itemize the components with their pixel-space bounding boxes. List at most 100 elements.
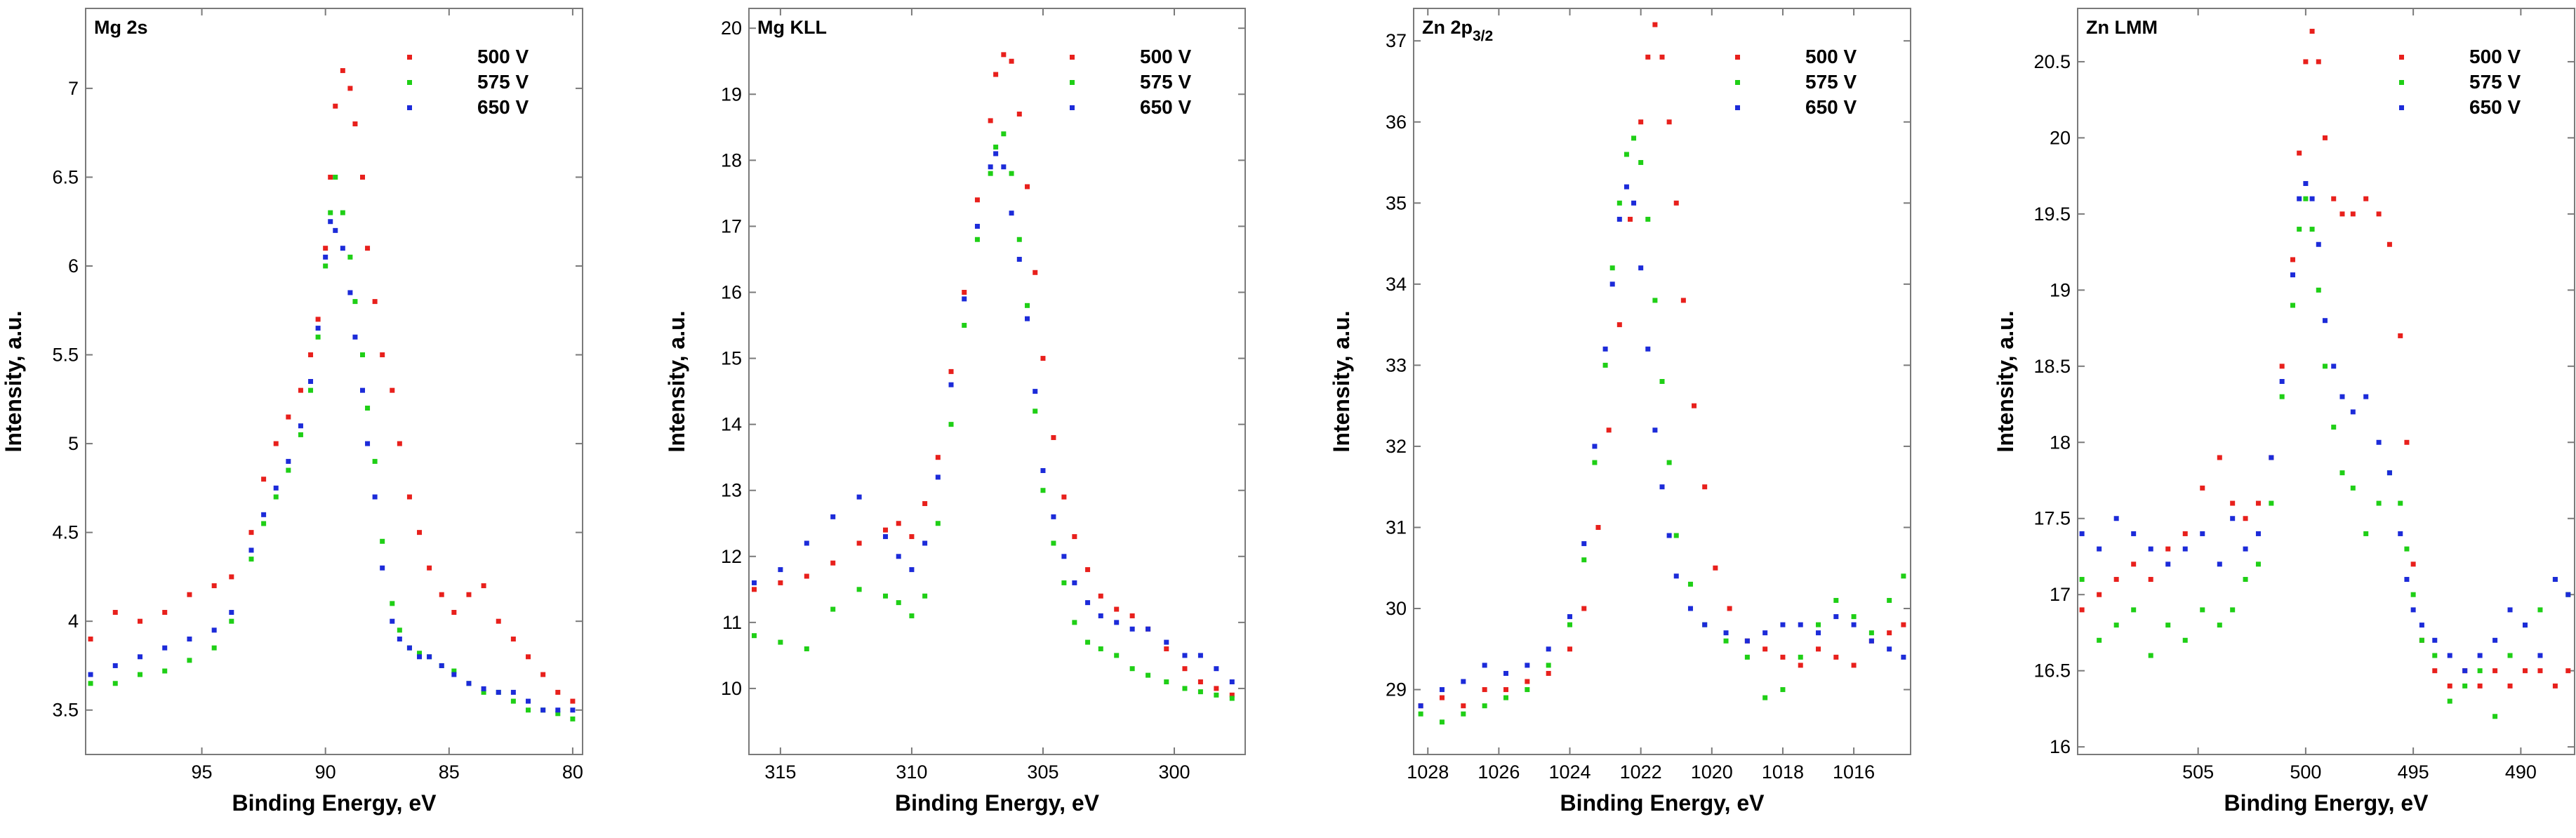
y-tick-label: 4.5 xyxy=(52,522,79,543)
data-point xyxy=(1638,119,1644,125)
x-tick-label: 1024 xyxy=(1548,761,1591,783)
data-point xyxy=(112,681,118,686)
data-point xyxy=(1061,580,1067,585)
data-point xyxy=(323,246,328,251)
data-point xyxy=(1581,541,1587,547)
data-point xyxy=(1666,460,1672,465)
data-point xyxy=(1816,630,1821,636)
data-point xyxy=(248,530,254,536)
data-point xyxy=(1051,540,1056,546)
data-point xyxy=(570,707,576,713)
data-point xyxy=(2255,561,2261,567)
data-point xyxy=(2290,257,2295,262)
data-point xyxy=(2432,653,2438,658)
legend-label: 575 V xyxy=(1140,71,1191,93)
data-point xyxy=(187,592,192,597)
data-point xyxy=(935,455,941,460)
data-point xyxy=(1146,626,1151,632)
data-point xyxy=(137,654,142,660)
data-point xyxy=(1609,281,1615,287)
legend-marker xyxy=(2399,80,2404,85)
data-point xyxy=(993,145,999,150)
data-point xyxy=(347,86,353,91)
panel-title: Zn LMM xyxy=(2086,17,2158,38)
data-point xyxy=(1744,638,1750,644)
data-point xyxy=(1546,670,1551,676)
data-point xyxy=(2200,485,2205,491)
data-point xyxy=(2297,196,2302,201)
data-point xyxy=(1072,534,1077,540)
data-point xyxy=(1609,265,1615,271)
data-point xyxy=(2079,607,2085,613)
data-point xyxy=(1780,654,1786,660)
data-point xyxy=(1702,484,1708,490)
data-point xyxy=(2230,516,2236,521)
y-tick-label: 16.5 xyxy=(2033,660,2071,681)
data-point xyxy=(347,254,353,260)
x-tick-label: 85 xyxy=(439,761,460,783)
data-point xyxy=(974,237,980,242)
data-point xyxy=(372,494,378,500)
data-point xyxy=(1868,630,1874,636)
data-point xyxy=(360,174,366,180)
data-point xyxy=(962,296,967,302)
x-tick-label: 1026 xyxy=(1478,761,1520,783)
data-point xyxy=(1009,211,1014,216)
data-point xyxy=(2477,653,2483,658)
data-point xyxy=(380,538,385,544)
x-axis-label: Binding Energy, eV xyxy=(895,790,1100,816)
data-point xyxy=(948,368,954,374)
data-point xyxy=(273,441,279,446)
data-point xyxy=(2404,546,2410,552)
data-point xyxy=(2297,227,2302,232)
data-point xyxy=(427,565,432,571)
data-point xyxy=(1546,646,1551,652)
x-tick-label: 315 xyxy=(764,761,796,783)
plot-frame xyxy=(1413,8,1911,755)
data-point xyxy=(2097,546,2102,552)
data-point xyxy=(1482,687,1487,693)
data-point xyxy=(1602,346,1608,352)
data-point xyxy=(397,636,402,641)
data-point xyxy=(1009,58,1014,64)
data-point xyxy=(2255,531,2261,536)
y-axis-label: Intensity, a.u. xyxy=(1,310,26,452)
data-point xyxy=(1129,626,1135,632)
series-650-v xyxy=(751,151,1235,685)
data-point xyxy=(2217,623,2222,628)
data-point xyxy=(308,387,314,393)
data-point xyxy=(1687,606,1693,611)
data-point xyxy=(1197,653,1203,658)
data-point xyxy=(1072,620,1077,625)
data-point xyxy=(1780,622,1786,627)
data-point xyxy=(988,164,993,170)
data-point xyxy=(365,405,371,411)
data-point xyxy=(2113,623,2119,628)
data-point xyxy=(2419,637,2424,643)
data-point xyxy=(1418,703,1423,709)
data-point xyxy=(2217,561,2222,567)
data-point xyxy=(1692,403,1697,408)
data-point xyxy=(1546,663,1551,668)
data-point xyxy=(1439,687,1445,693)
x-tick-label: 1016 xyxy=(1833,761,1875,783)
data-point xyxy=(2398,333,2403,338)
data-point xyxy=(1098,613,1103,618)
data-point xyxy=(2447,683,2452,689)
data-point xyxy=(2303,59,2309,65)
data-point xyxy=(261,477,267,482)
data-point xyxy=(1816,646,1821,652)
data-point xyxy=(162,645,168,651)
x-tick-label: 1022 xyxy=(1620,761,1662,783)
data-point xyxy=(2410,561,2416,567)
y-tick-label: 18.5 xyxy=(2033,356,2071,377)
data-point xyxy=(1659,484,1665,490)
data-point xyxy=(390,387,395,393)
data-point xyxy=(2398,500,2403,506)
data-point xyxy=(2165,561,2171,567)
data-point xyxy=(1616,322,1622,328)
x-tick-label: 310 xyxy=(896,761,927,783)
y-tick-label: 7 xyxy=(68,78,79,99)
data-point xyxy=(988,118,993,124)
